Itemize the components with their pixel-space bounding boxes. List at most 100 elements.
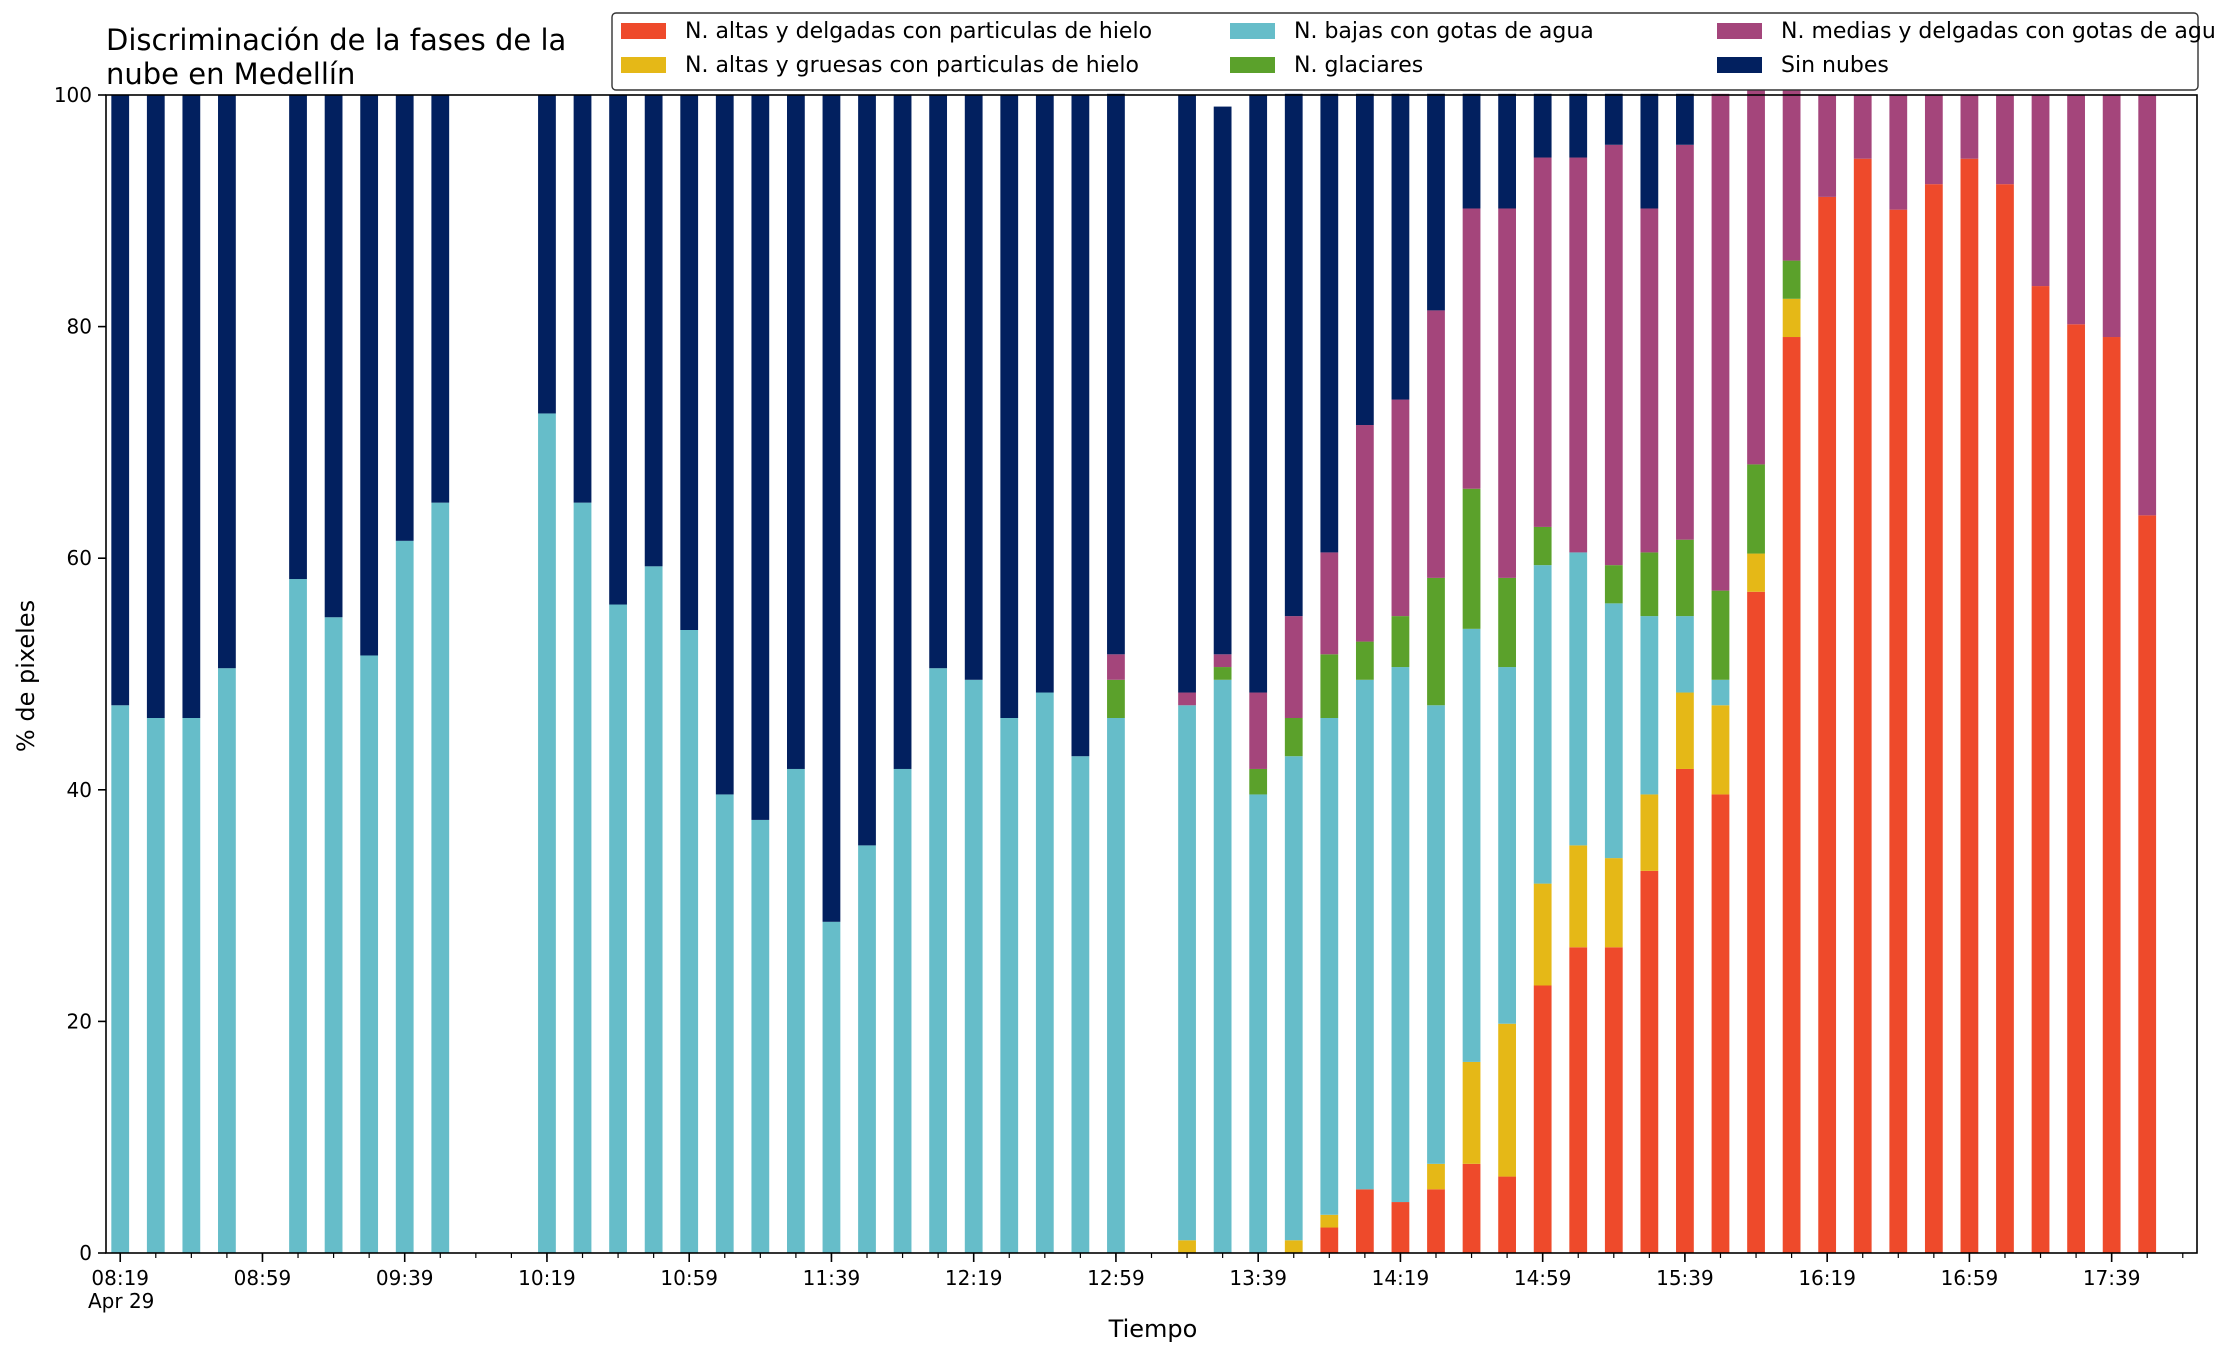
bar-segment-s5-x39	[1498, 93, 1516, 209]
bar-segment-s3-x31	[1213, 667, 1232, 680]
bar-segment-s4-x56	[2102, 95, 2121, 338]
legend-swatch-2	[1230, 23, 1275, 39]
bar-segment-s5-x31	[1213, 106, 1232, 655]
bar-segment-s5-x22	[893, 95, 912, 769]
legend-label-0: N. altas y delgadas con particulas de hi…	[685, 19, 1152, 44]
bar-segment-s0-x55	[2067, 324, 2085, 1253]
bar-segment-s4-x51	[1924, 95, 1943, 185]
bar-segment-s2-x26	[1035, 692, 1054, 1253]
bar-segment-s0-x36	[1391, 1202, 1410, 1253]
bar-segment-s5-x24	[964, 95, 983, 680]
bar-segment-s5-x28	[1107, 93, 1125, 655]
x-tick-label-12: 16:19	[1798, 1266, 1856, 1290]
bar-segment-s1-x38	[1462, 1061, 1481, 1164]
bar-segment-s2-x9	[431, 502, 450, 1253]
bar-segment-s2-x12	[538, 413, 556, 1253]
bar-segment-s2-x5	[289, 579, 307, 1253]
bar-segment-s5-x27	[1071, 95, 1090, 757]
bar-segment-s0-x45	[1711, 794, 1730, 1253]
x-tick-label-2: 09:39	[376, 1266, 434, 1290]
bar-segment-s4-x39	[1498, 208, 1516, 578]
bar-segment-s5-x17	[715, 95, 734, 795]
bar-segment-s0-x39	[1498, 1176, 1516, 1253]
bar-segment-s5-x9	[431, 95, 450, 503]
bar-segment-s1-x34	[1320, 1214, 1339, 1228]
bar-segment-s0-x35	[1355, 1189, 1374, 1253]
x-tick-label-9: 14:19	[1372, 1266, 1430, 1290]
bar-segment-s2-x24	[964, 679, 983, 1253]
bar-segment-s0-x46	[1747, 591, 1765, 1253]
bar-segment-s5-x8	[395, 95, 414, 541]
bar-segment-s2-x6	[324, 617, 343, 1253]
bar-segment-s2-x30	[1178, 705, 1196, 1241]
bar-segment-s5-x43	[1640, 93, 1659, 209]
y-tick-label-0: 0	[79, 1241, 92, 1265]
bar-segment-s4-x31	[1213, 654, 1232, 668]
x-date-label: Apr 29	[88, 1289, 154, 1313]
bar-segment-s2-x8	[395, 540, 414, 1253]
bar-segment-s5-x14	[609, 95, 627, 605]
bar-segment-s1-x43	[1640, 794, 1659, 871]
bar-segment-s3-x37	[1427, 577, 1445, 706]
y-axis-label: % de pixeles	[12, 600, 40, 752]
x-axis-label: Tiempo	[1108, 1315, 1198, 1343]
bar-segment-s0-x54	[2031, 286, 2050, 1253]
bar-segment-s0-x56	[2102, 337, 2121, 1253]
bar-segment-s2-x17	[715, 794, 734, 1253]
bar-segment-s2-x32	[1249, 794, 1268, 1253]
bar-segment-s4-x53	[1996, 95, 2014, 185]
bar-segment-s3-x40	[1533, 526, 1552, 566]
bar-segment-s5-x15	[644, 95, 663, 567]
bar-segment-s2-x23	[929, 668, 948, 1253]
bar-segment-s5-x3	[218, 95, 236, 669]
bar-segment-s3-x28	[1107, 679, 1125, 718]
y-tick-label-80: 80	[67, 315, 92, 339]
bar-segment-s3-x38	[1462, 488, 1481, 629]
legend-box	[611, 12, 2199, 91]
bar-segment-s5-x7	[360, 95, 379, 656]
bar-segment-s3-x42	[1604, 565, 1623, 604]
legend-label-3: N. glaciares	[1294, 53, 1423, 78]
bar-segment-s4-x40	[1533, 157, 1552, 527]
bar-segment-s4-x44	[1676, 144, 1694, 540]
bar-segment-s4-x34	[1320, 552, 1339, 655]
bar-segment-s2-x7	[360, 655, 379, 1253]
bar-segment-s5-x2	[182, 95, 201, 718]
bar-segment-s5-x20	[822, 95, 841, 922]
bar-segment-s3-x45	[1711, 590, 1730, 680]
bar-segment-s3-x39	[1498, 577, 1516, 668]
bar-segment-s1-x46	[1747, 553, 1765, 592]
bar-segment-s5-x16	[680, 95, 699, 630]
bar-segment-s4-x32	[1249, 692, 1268, 769]
bar-segment-s5-x26	[1035, 95, 1054, 693]
bar-segment-s2-x0	[111, 705, 130, 1253]
bar-segment-s0-x43	[1640, 870, 1659, 1253]
x-tick-label-8: 13:39	[1229, 1266, 1287, 1290]
bar-segment-s0-x48	[1818, 196, 1837, 1253]
x-tick-label-0: 08:19	[91, 1266, 149, 1290]
bar-segment-s5-x37	[1427, 93, 1445, 311]
bar-segment-s4-x28	[1107, 654, 1125, 680]
bar-segment-s2-x1	[146, 718, 165, 1253]
bar-segment-s1-x40	[1533, 883, 1552, 986]
bar-segment-s2-x40	[1533, 565, 1552, 884]
bar-segment-s0-x51	[1924, 184, 1943, 1253]
bar-segment-s3-x34	[1320, 654, 1339, 718]
bar-segment-s4-x30	[1178, 692, 1196, 706]
bar-segment-s5-x35	[1355, 93, 1374, 426]
bar-segment-s0-x40	[1533, 985, 1552, 1253]
x-tick-label-11: 15:39	[1656, 1266, 1714, 1290]
legend-swatch-5	[1717, 57, 1762, 73]
chart-title-line-1: Discriminación de la fases de la	[106, 23, 566, 57]
bar-segment-s2-x2	[182, 718, 201, 1253]
bar-segment-s2-x44	[1676, 616, 1694, 693]
bar-segment-s0-x50	[1889, 209, 1908, 1253]
legend-label-4: N. medias y delgadas con gotas de agua	[1781, 19, 2216, 44]
bar-segment-s4-x48	[1818, 95, 1837, 197]
legend-swatch-0	[621, 23, 666, 39]
bar-segment-s1-x37	[1427, 1163, 1445, 1190]
bar-segment-s1-x39	[1498, 1023, 1516, 1177]
y-axis: 0 20 40 60 80 100	[54, 83, 106, 1265]
bar-segment-s2-x43	[1640, 616, 1659, 795]
bar-segment-s5-x18	[751, 95, 770, 820]
